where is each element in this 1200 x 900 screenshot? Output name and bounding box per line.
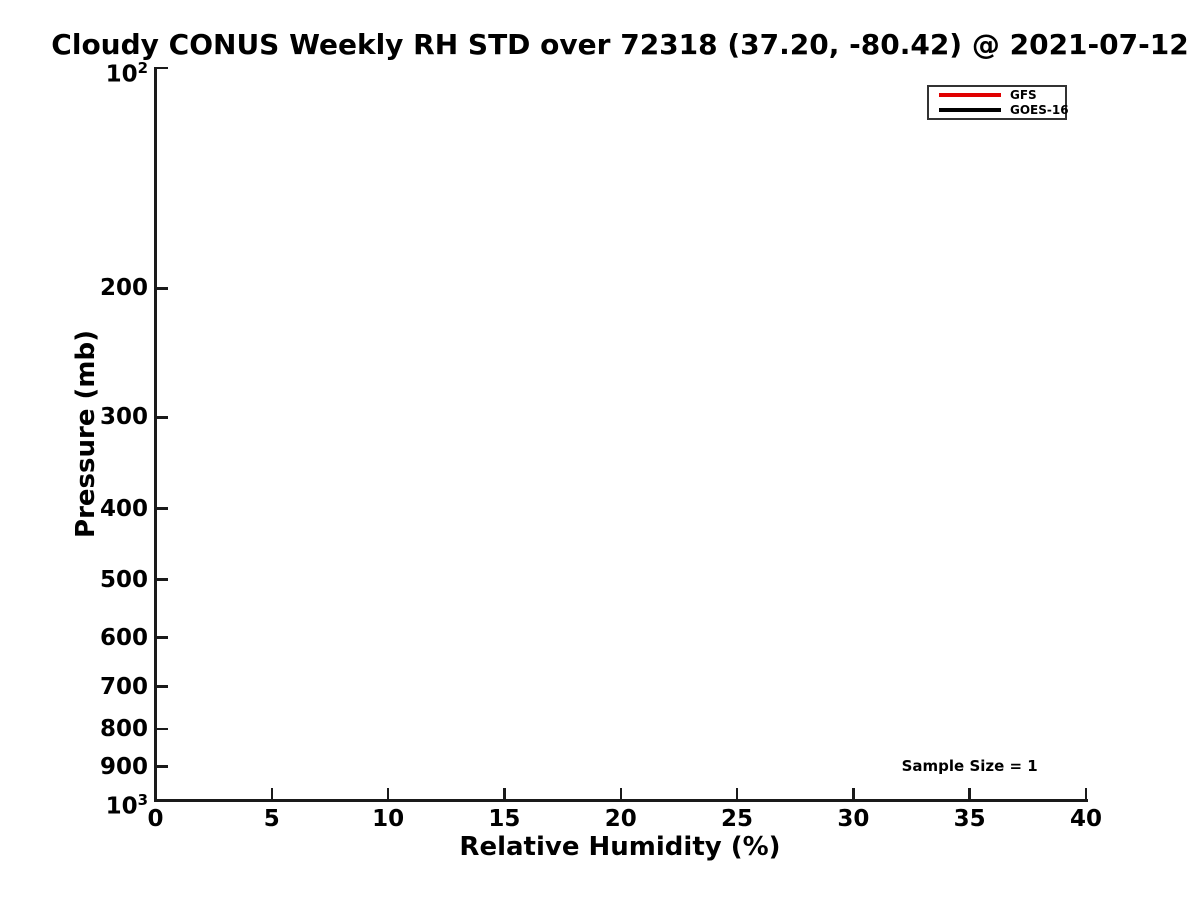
x-tick-label: 0 [147,806,164,832]
x-axis-label: Relative Humidity (%) [459,832,781,862]
x-tick-mark [503,788,506,799]
y-tick-label: 200 [99,275,148,302]
legend-entry-gfs: GFS [929,88,1065,102]
y-tick-mark [157,765,168,768]
x-tick-mark [270,788,274,799]
x-tick-mark [154,788,157,799]
x-tick-mark [968,788,971,799]
x-tick-label: 30 [837,806,870,832]
x-tick-label: 35 [953,806,986,832]
y-tick-label: 800 [99,716,148,743]
legend: GFS GOES-16 [927,85,1069,120]
y-tick-label: 500 [99,566,148,593]
legend-entry-goes16: GOES-16 [929,103,1069,117]
y-tick-label: 700 [99,673,148,700]
x-tick-mark [386,788,390,799]
y-tick-label: 102 [105,59,148,88]
x-tick-mark [852,788,855,799]
legend-label-goes16: GOES-16 [1010,103,1069,117]
x-tick-label: 10 [372,806,405,832]
x-tick-label: 20 [604,806,637,832]
y-tick-mark [157,66,168,70]
legend-label-gfs: GFS [1010,88,1037,102]
y-tick-label: 600 [99,624,148,651]
y-tick-mark [157,636,168,639]
y-tick-mark [157,578,168,581]
y-tick-mark [157,416,168,419]
y-tick-mark [157,685,168,688]
x-tick-label: 40 [1069,806,1103,832]
x-tick-mark [1084,788,1088,799]
x-tick-label: 5 [263,806,280,832]
gfs-line-sample [939,93,1001,97]
y-tick-mark [157,727,168,731]
y-tick-label: 300 [99,404,148,431]
x-tick-mark [619,788,622,799]
y-tick-label: 103 [105,791,148,820]
sample-size-annotation: Sample Size = 1 [901,756,1038,775]
y-tick-mark [157,287,168,290]
y-tick-mark [157,798,168,802]
y-tick-mark [157,507,168,510]
y-tick-label: 400 [99,495,148,522]
chart-title: Cloudy CONUS Weekly RH STD over 72318 (3… [51,28,1189,61]
goes16-line-sample [939,108,1001,112]
y-axis-spine [154,67,157,802]
y-tick-label: 900 [99,753,148,780]
x-tick-label: 15 [488,806,521,832]
x-tick-label: 25 [721,806,754,832]
x-tick-mark [735,788,739,799]
x-axis-spine [154,799,1088,802]
